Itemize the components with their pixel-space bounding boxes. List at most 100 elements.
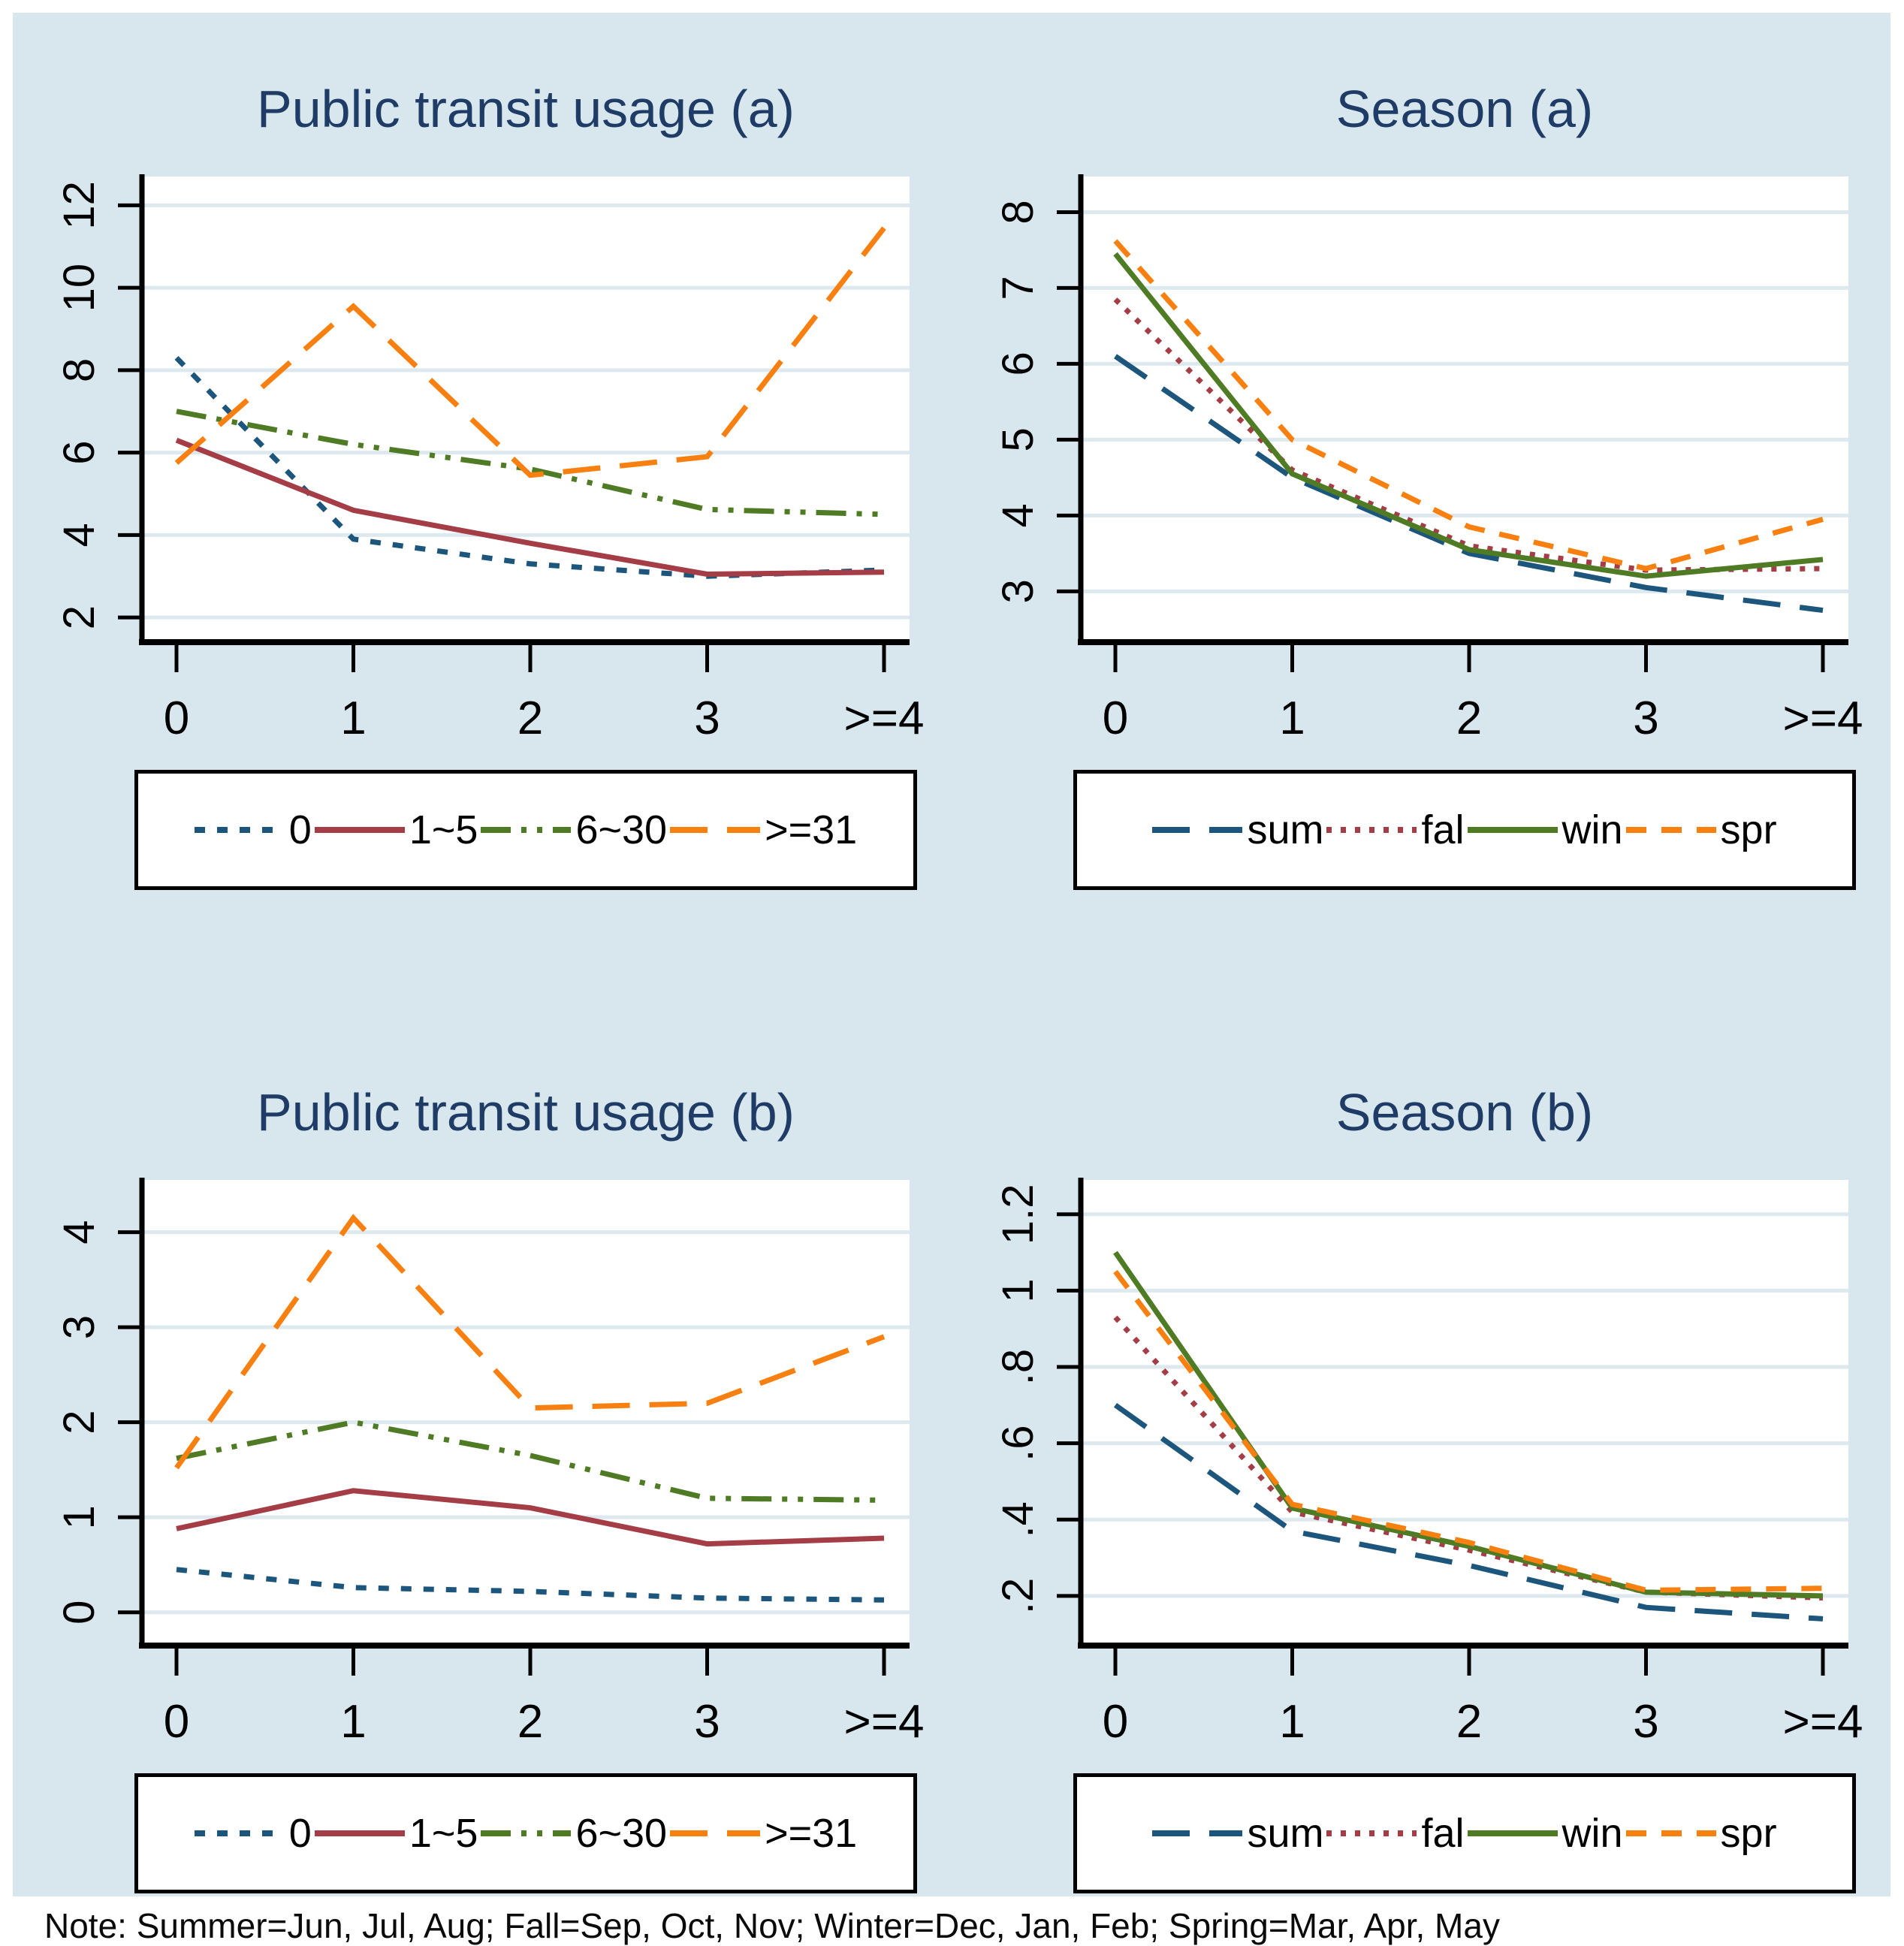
x-tick-label: 1 xyxy=(340,1696,366,1748)
series-line-6~30 xyxy=(176,409,885,517)
legend-sample-line xyxy=(1467,1828,1558,1839)
legend-label: 1~5 xyxy=(409,807,478,852)
y-tick-label: 4 xyxy=(994,503,1043,527)
x-tick-label: 2 xyxy=(517,692,543,744)
chart-title-season-b: Season (b) xyxy=(1335,1083,1594,1142)
series-line-1~5 xyxy=(175,437,885,577)
x-tick-label: >=4 xyxy=(844,692,925,744)
plot-area xyxy=(142,1180,910,1646)
y-tick-label: 0 xyxy=(55,1601,104,1625)
y-tick-label: 1.2 xyxy=(994,1184,1043,1245)
legend-public-transit-usage-a: 0 1~5 6~30 >=31 xyxy=(134,770,917,890)
legend-sample-line xyxy=(1467,825,1558,835)
legend-sample-line xyxy=(481,825,572,835)
legend-label: fal xyxy=(1421,1811,1465,1856)
legend-item-sum: sum xyxy=(1152,807,1323,853)
legend-item-win: win xyxy=(1467,807,1623,853)
chart-title-season-a: Season (a) xyxy=(1335,80,1594,138)
x-tick-label: >=4 xyxy=(1783,692,1863,744)
legend-sample-line xyxy=(314,825,405,835)
legend-label: spr xyxy=(1720,1811,1777,1856)
legend-season-a: sum fal win spr xyxy=(1073,770,1856,890)
y-tick-label: 5 xyxy=(994,427,1043,451)
y-tick-label: 2 xyxy=(55,605,104,629)
series-line-sum xyxy=(1113,1402,1824,1622)
legend-sample-line xyxy=(481,1828,572,1839)
series-line-sum xyxy=(1114,354,1824,614)
series-line-win xyxy=(1113,252,1824,579)
chart-season-b: .2 .4 .6 .8 1 1.2 0 1 2 3 >=4 xyxy=(994,1178,1863,1748)
legend-item-6~30: 6~30 xyxy=(481,807,667,853)
x-tick-label: 1 xyxy=(340,692,366,744)
legend-label: 0 xyxy=(288,1811,312,1856)
legend-item-1~5: 1~5 xyxy=(314,807,478,853)
legend-sample-line xyxy=(1326,825,1417,835)
x-tick-label: 3 xyxy=(694,692,720,744)
legend-label: 0 xyxy=(288,807,312,852)
legend-sample-line xyxy=(670,825,761,835)
chart-public-transit-usage-b: 0 1 2 3 4 0 1 2 3 >=4 xyxy=(55,1178,925,1748)
series-line-1~5 xyxy=(176,1488,885,1547)
y-tick-label: 3 xyxy=(55,1315,104,1339)
y-tick-label: 3 xyxy=(994,579,1043,603)
panel-row-top: Public transit usage (a) 2 4 6 8 10 12 0 1 2 3 >=4… xyxy=(13,13,1890,890)
x-tick-label: >=4 xyxy=(844,1696,925,1748)
series-line->=31 xyxy=(174,226,886,478)
x-tick-label: 2 xyxy=(517,1696,543,1748)
y-tick-label: 4 xyxy=(55,1220,104,1244)
legend-label: spr xyxy=(1720,807,1777,852)
x-tick-label: 2 xyxy=(1456,692,1482,744)
y-tick-label: .4 xyxy=(994,1501,1043,1537)
figure-note: Note: Summer=Jun, Jul, Aug; Fall=Sep, Oc… xyxy=(44,1906,1500,1945)
legend-item-fal: fal xyxy=(1326,1810,1465,1857)
y-tick-label: .8 xyxy=(994,1349,1043,1385)
legend-item-1~5: 1~5 xyxy=(314,1810,478,1857)
legend-sample-line xyxy=(1152,825,1243,835)
legend-season-b: sum fal win spr xyxy=(1073,1773,1856,1893)
panel-public-transit-usage-b: Public transit usage (b) 0 1 2 3 4 0 1 2 3 >=4 0 1… xyxy=(14,1016,950,1893)
x-tick-label: 0 xyxy=(164,692,189,744)
legend-label: fal xyxy=(1421,807,1465,852)
x-tick-label: 3 xyxy=(694,1696,720,1748)
legend-item->=31: >=31 xyxy=(670,1810,857,1857)
x-tick-label: 0 xyxy=(1103,1696,1128,1748)
series-line-6~30 xyxy=(176,1420,885,1503)
legend-item-6~30: 6~30 xyxy=(481,1810,667,1857)
legend-item-spr: spr xyxy=(1625,1810,1777,1857)
legend-label: sum xyxy=(1247,807,1324,852)
y-tick-label: 8 xyxy=(994,200,1043,224)
series-line-0 xyxy=(174,355,885,579)
y-tick-label: 1 xyxy=(55,1505,104,1529)
legend-item->=31: >=31 xyxy=(670,807,857,853)
legend-label: 1~5 xyxy=(409,1811,478,1856)
panel-season-a: Season (a) 3 4 5 6 7 8 0 1 2 3 >=4 sum fal win spr xyxy=(953,13,1889,890)
legend-item-fal: fal xyxy=(1326,807,1465,853)
legend-sample-line xyxy=(1152,1828,1243,1839)
legend-label: 6~30 xyxy=(575,807,668,852)
y-tick-label: 1 xyxy=(994,1278,1043,1302)
chart-season-a: 3 4 5 6 7 8 0 1 2 3 >=4 xyxy=(994,174,1863,744)
legend-label: >=31 xyxy=(765,807,858,852)
legend-label: win xyxy=(1562,1811,1623,1856)
y-tick-label: 12 xyxy=(55,181,104,230)
panel-row-bottom: Public transit usage (b) 0 1 2 3 4 0 1 2 3 >=4 0 1… xyxy=(13,1016,1890,1893)
x-tick-label: 2 xyxy=(1456,1696,1482,1748)
legend-sample-line xyxy=(670,1828,761,1839)
legend-sample-line xyxy=(1625,1828,1716,1839)
y-tick-label: 6 xyxy=(55,440,104,464)
plot-area xyxy=(1081,1180,1848,1646)
legend-label: win xyxy=(1562,807,1623,852)
legend-sample-line xyxy=(314,1828,405,1839)
legend-item-0: 0 xyxy=(194,807,312,853)
series-line-fal xyxy=(1113,1315,1824,1601)
x-tick-label: 3 xyxy=(1633,1696,1658,1748)
legend-label: sum xyxy=(1247,1811,1324,1856)
legend-item-spr: spr xyxy=(1625,807,1777,853)
legend-public-transit-usage-b: 0 1~5 6~30 >=31 xyxy=(134,1773,917,1893)
legend-sample-line xyxy=(194,1828,285,1839)
legend-item-win: win xyxy=(1467,1810,1623,1857)
y-tick-label: .6 xyxy=(994,1425,1043,1461)
x-tick-label: 1 xyxy=(1279,1696,1305,1748)
plot-area xyxy=(142,176,910,642)
legend-sample-line xyxy=(1326,1828,1417,1839)
